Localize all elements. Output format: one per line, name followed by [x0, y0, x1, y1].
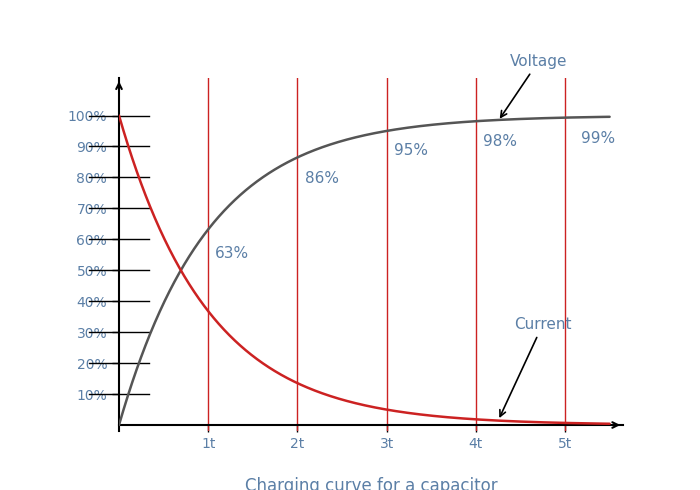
Text: 98%: 98% — [483, 134, 517, 149]
Text: Voltage: Voltage — [500, 54, 567, 117]
Text: 95%: 95% — [393, 144, 428, 158]
Text: 63%: 63% — [216, 245, 249, 261]
Text: 86%: 86% — [304, 171, 339, 186]
Text: 99%: 99% — [581, 131, 615, 146]
Text: Current: Current — [500, 317, 571, 416]
Text: Charging curve for a capacitor: Charging curve for a capacitor — [245, 477, 497, 490]
